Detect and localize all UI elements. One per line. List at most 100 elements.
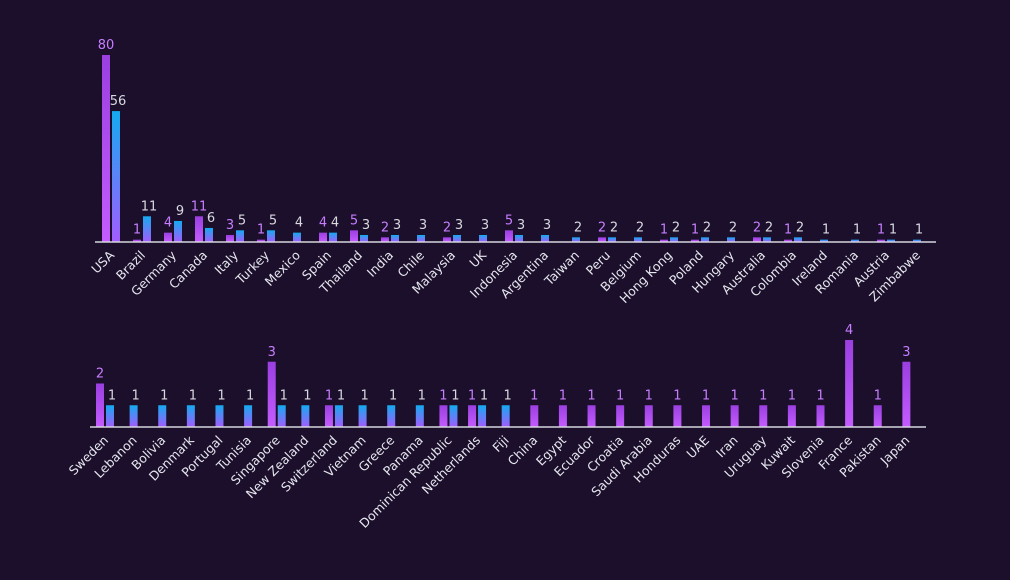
bar-series-a (660, 239, 668, 242)
bar-series-b (794, 237, 802, 242)
data-label-series-b: 2 (574, 220, 582, 235)
bar-series-a (598, 237, 606, 242)
bar-series-b (478, 405, 487, 427)
data-label-series-b: 1 (504, 388, 512, 403)
bar-series-b (608, 237, 616, 242)
data-label-series-a: 1 (874, 388, 882, 403)
data-label-series-b: 1 (418, 388, 426, 403)
bar-series-b (391, 234, 399, 242)
bar-series-b (277, 405, 286, 427)
data-label-series-a: 5 (505, 213, 513, 228)
data-label-series-a: 1 (730, 388, 738, 403)
data-label-series-b: 2 (636, 220, 644, 235)
bar-group: 3 UK (466, 218, 489, 270)
bar-series-b (479, 234, 487, 242)
bar-series-b (186, 405, 195, 427)
bar-series-b (205, 227, 213, 242)
bar-series-b (129, 405, 138, 427)
bar-series-a (673, 405, 682, 427)
category-label: Fiji (489, 433, 511, 455)
data-label-series-a: 1 (616, 388, 624, 403)
data-label-series-a: 5 (350, 213, 358, 228)
data-label-series-a: 1 (673, 388, 681, 403)
bar-series-b (727, 237, 735, 242)
data-label-series-a: 4 (845, 323, 853, 338)
bar-series-a (877, 239, 885, 242)
bar-series-a (845, 340, 854, 427)
bar-series-b (634, 237, 642, 242)
bar-series-a (96, 383, 104, 427)
data-label-series-b: 6 (207, 211, 215, 226)
category-label: UAE (683, 432, 712, 461)
bar-series-a (644, 405, 653, 427)
data-label-series-a: 1 (559, 388, 567, 403)
bar-series-a (350, 230, 358, 242)
data-label-series-a: 1 (691, 223, 699, 238)
bar-series-b (415, 405, 424, 427)
data-label-series-b: 3 (419, 218, 427, 233)
bar-series-a (558, 405, 567, 427)
bar-series-b (106, 405, 114, 427)
bar-series-b (112, 111, 120, 242)
data-label-series-a: 1 (133, 223, 141, 238)
data-label-series-a: 1 (784, 223, 792, 238)
bar-series-b (158, 405, 167, 427)
data-label-series-b: 1 (889, 223, 897, 238)
category-label: China (505, 433, 541, 469)
category-label: India (364, 248, 396, 280)
category-label: Taiwan (541, 248, 582, 289)
data-label-series-b: 1 (246, 388, 254, 403)
data-label-series-b: 1 (360, 388, 368, 403)
bar-series-b (267, 230, 275, 242)
bar-series-b (358, 405, 367, 427)
bar-series-b (417, 234, 425, 242)
bar-series-a (873, 405, 882, 427)
data-label-series-b: 1 (303, 388, 311, 403)
bar-series-b (701, 237, 709, 242)
data-label-series-a: 1 (325, 388, 333, 403)
data-label-series-a: 2 (96, 367, 104, 382)
data-label-series-b: 9 (176, 204, 184, 219)
bottom-bar-chart: 21Sweden1Lebanon1Bolivia1Denmark1Portuga… (66, 323, 926, 531)
bar-series-a (902, 361, 911, 427)
data-label-series-b: 5 (269, 213, 277, 228)
category-label: Mexico (262, 248, 303, 289)
bar-series-b (670, 237, 678, 242)
bar-series-a (530, 405, 539, 427)
bar-series-a (468, 405, 477, 427)
data-label-series-b: 1 (480, 388, 488, 403)
bar-series-b (236, 230, 244, 242)
data-label-series-a: 3 (226, 218, 234, 233)
bar-series-b (293, 232, 301, 242)
bar-series-b (453, 234, 461, 242)
data-label-series-b: 1 (337, 388, 345, 403)
data-label-series-b: 3 (481, 218, 489, 233)
data-label-series-b: 1 (217, 388, 225, 403)
data-label-series-b: 1 (280, 388, 288, 403)
bar-series-a (324, 405, 333, 427)
bar-series-a (691, 239, 699, 242)
bar-series-a (439, 405, 448, 427)
bar-series-a (195, 216, 203, 242)
bar-series-a (164, 232, 172, 242)
data-label-series-a: 1 (439, 388, 447, 403)
data-label-series-b: 1 (389, 388, 397, 403)
data-label-series-a: 1 (257, 223, 265, 238)
data-label-series-a: 1 (877, 223, 885, 238)
data-label-series-b: 1 (108, 388, 116, 403)
data-label-series-b: 3 (362, 218, 370, 233)
bar-series-b (887, 239, 895, 242)
bar-series-b (301, 405, 310, 427)
bar-series-a (226, 234, 234, 242)
bar-series-b (215, 405, 224, 427)
data-label-series-b: 2 (765, 220, 773, 235)
data-label-series-b: 5 (238, 213, 246, 228)
bar-series-b (334, 405, 343, 427)
bar-series-b (244, 405, 253, 427)
bar-series-b (174, 220, 182, 242)
data-label-series-a: 1 (702, 388, 710, 403)
data-label-series-b: 56 (110, 94, 127, 109)
